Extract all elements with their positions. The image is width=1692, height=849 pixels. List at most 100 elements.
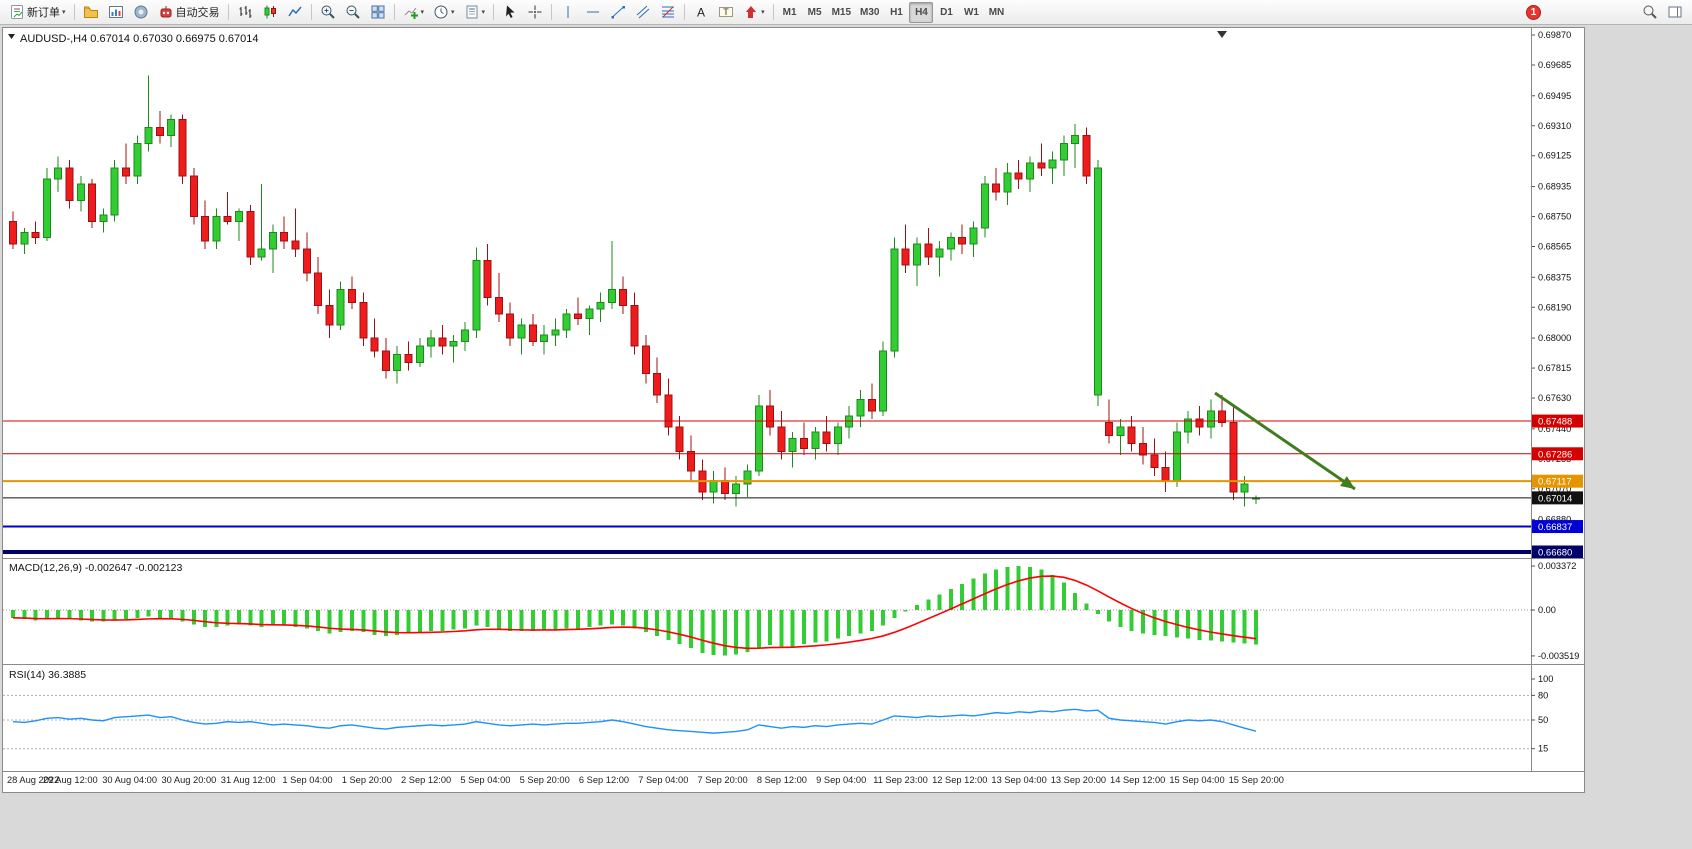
toolbar-separator (684, 4, 686, 20)
tf-mn-label: MN (988, 6, 1005, 18)
svg-text:0.67630: 0.67630 (1538, 393, 1571, 403)
svg-text:15 Sep 20:00: 15 Sep 20:00 (1229, 775, 1284, 785)
tf-m15-label: M15 (831, 6, 852, 18)
svg-text:0.68750: 0.68750 (1538, 212, 1571, 222)
dropdown-caret-icon: ▾ (481, 8, 486, 16)
tf-h1-label: H1 (890, 6, 903, 18)
toolbar-separator (227, 4, 229, 20)
zoom-in-icon (320, 4, 336, 20)
arrows-button[interactable]: ▾ (739, 2, 769, 23)
tile-windows-button[interactable] (366, 2, 390, 23)
svg-text:5 Sep 20:00: 5 Sep 20:00 (520, 775, 570, 785)
line-chart-button[interactable] (283, 2, 307, 23)
svg-text:0.68190: 0.68190 (1538, 302, 1571, 312)
svg-text:0.69495: 0.69495 (1538, 91, 1571, 101)
toolbar-separator (393, 4, 395, 20)
svg-text:13 Sep 20:00: 13 Sep 20:00 (1051, 775, 1106, 785)
toolbar-separator (310, 4, 312, 20)
templates-button[interactable]: ▾ (460, 2, 490, 23)
fibonacci-button[interactable] (656, 2, 680, 23)
bar-chart-button[interactable] (233, 2, 257, 23)
tf-mn[interactable]: MN (984, 2, 1008, 23)
chart-canvas[interactable]: AUDUSD-,H4 0.67014 0.67030 0.66975 0.670… (3, 28, 1584, 792)
svg-text:6 Sep 12:00: 6 Sep 12:00 (579, 775, 629, 785)
autotrade-button[interactable]: 自动交易 (154, 2, 224, 23)
svg-text:0.66837: 0.66837 (1538, 522, 1572, 533)
svg-text:0.69310: 0.69310 (1538, 121, 1571, 131)
zoom-in-button[interactable] (316, 2, 340, 23)
tf-h4[interactable]: H4 (909, 1, 934, 23)
macd-axis[interactable]: 0.003372 0.00 -0.003519 (1531, 561, 1579, 661)
toolbar-separator (73, 4, 75, 20)
svg-text:30 Aug 20:00: 30 Aug 20:00 (161, 775, 216, 785)
tf-h1[interactable]: H1 (884, 2, 908, 23)
svg-text:29 Aug 12:00: 29 Aug 12:00 (43, 775, 98, 785)
periods-button[interactable]: ▾ (429, 2, 459, 23)
tf-d1-label: D1 (940, 6, 953, 18)
search-icon (1642, 4, 1658, 20)
tf-m5[interactable]: M5 (803, 2, 827, 23)
text-button[interactable]: A (689, 2, 713, 23)
trendline-button[interactable] (606, 2, 630, 23)
price-axis[interactable]: 0.69870 0.69685 0.69495 0.69310 0.69125 0.689… (1531, 30, 1571, 555)
svg-text:7 Sep 20:00: 7 Sep 20:00 (698, 775, 748, 785)
community-button[interactable] (129, 2, 153, 23)
new-order-button[interactable]: 新订单 ▾ (5, 2, 70, 23)
svg-text:1 Sep 20:00: 1 Sep 20:00 (342, 775, 392, 785)
rsi-line (12, 708, 1257, 734)
indicators-icon (403, 4, 419, 20)
macd-histogram (11, 565, 1258, 656)
svg-text:13 Sep 04:00: 13 Sep 04:00 (991, 775, 1046, 785)
svg-text:0.00: 0.00 (1538, 605, 1556, 615)
chart-shift-marker[interactable] (1217, 31, 1227, 38)
profiles-icon (83, 4, 99, 20)
svg-text:0.68935: 0.68935 (1538, 182, 1571, 192)
cursor-button[interactable] (498, 2, 522, 23)
horizontal-line-button[interactable] (581, 2, 605, 23)
svg-text:A: A (697, 6, 705, 20)
candle-chart-button[interactable] (258, 2, 282, 23)
svg-text:9 Sep 04:00: 9 Sep 04:00 (816, 775, 866, 785)
chart-window[interactable]: AUDUSD-,H4 0.67014 0.67030 0.66975 0.670… (2, 27, 1585, 793)
new-order-button-label: 新订单 (27, 7, 60, 19)
label-icon: T (718, 4, 734, 20)
svg-text:0.67286: 0.67286 (1538, 449, 1572, 460)
svg-text:0.67440: 0.67440 (1538, 424, 1571, 434)
vertical-line-button[interactable] (556, 2, 580, 23)
svg-text:0.003372: 0.003372 (1538, 561, 1576, 571)
search-button[interactable] (1638, 2, 1662, 23)
trend-arrow-annotation[interactable] (1214, 391, 1356, 491)
autotrade-icon (158, 4, 174, 20)
text-icon: A (693, 4, 709, 20)
tf-h4-label: H4 (915, 6, 928, 18)
toolbar-separator (772, 4, 774, 20)
toolbar-separator (551, 4, 553, 20)
tf-m1[interactable]: M1 (778, 2, 802, 23)
candlestick-series (9, 75, 1260, 507)
dropdown-caret-icon: ▾ (451, 8, 455, 16)
rsi-axis[interactable]: 100 80 50 15 (1531, 674, 1553, 754)
resistance-line-2-price-tag: 0.67286 (1532, 447, 1583, 461)
notification-badge[interactable]: 1 (1526, 4, 1541, 20)
line-chart-icon (287, 4, 303, 20)
tf-m1-label: M1 (782, 6, 797, 18)
svg-text:31 Aug 12:00: 31 Aug 12:00 (221, 775, 276, 785)
tf-w1[interactable]: W1 (959, 2, 983, 23)
panels-icon (1667, 4, 1683, 20)
svg-text:100: 100 (1538, 674, 1553, 684)
profiles-button[interactable] (79, 2, 103, 23)
one-click-trading-toggle[interactable] (8, 34, 15, 39)
panels-button[interactable] (1663, 2, 1687, 23)
crosshair-button[interactable] (523, 2, 547, 23)
market-watch-button[interactable] (104, 2, 128, 23)
channel-icon (635, 4, 651, 20)
zoom-out-button[interactable] (341, 2, 365, 23)
channel-button[interactable] (631, 2, 655, 23)
svg-text:0.66880: 0.66880 (1538, 515, 1571, 525)
label-button[interactable]: T (714, 2, 738, 23)
indicators-button[interactable]: ▾ (399, 2, 429, 23)
tf-m15[interactable]: M15 (828, 2, 855, 23)
tf-m30[interactable]: M30 (856, 2, 883, 23)
tf-d1[interactable]: D1 (934, 2, 958, 23)
